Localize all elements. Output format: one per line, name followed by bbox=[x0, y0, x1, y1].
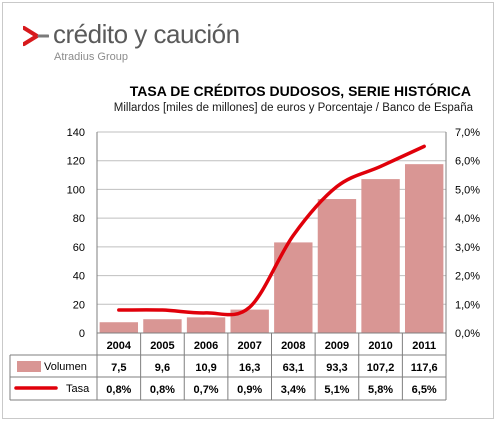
tasa-data-label: 5,1% bbox=[324, 384, 349, 396]
bar bbox=[186, 317, 226, 333]
volumen-data-label: 117,6 bbox=[411, 362, 438, 374]
volumen-data-label: 10,9 bbox=[195, 362, 216, 374]
bar bbox=[361, 179, 400, 333]
y-right-tick-label: 4,0% bbox=[455, 213, 480, 225]
y-right-tick-label: 5,0% bbox=[455, 184, 480, 196]
y-left-tick-label: 140 bbox=[67, 127, 85, 139]
legend-volumen-label: Volumen bbox=[44, 361, 87, 373]
y-left-tick-label: 60 bbox=[73, 242, 85, 254]
tasa-line bbox=[117, 144, 426, 317]
tasa-data-label: 3,4% bbox=[281, 384, 306, 396]
volumen-data-label: 63,1 bbox=[283, 362, 304, 374]
legend-tasa-label: Tasa bbox=[66, 383, 90, 395]
volumen-data-label: 16,3 bbox=[239, 362, 260, 374]
volumen-data-label: 7,5 bbox=[111, 362, 126, 374]
brand-name: crédito y caución bbox=[53, 19, 240, 49]
y-right-tick-label: 2,0% bbox=[455, 271, 480, 283]
bar bbox=[404, 164, 444, 333]
y-right-tick-label: 1,0% bbox=[455, 299, 480, 311]
y-left-tick-label: 80 bbox=[73, 213, 85, 225]
y-right-tick-label: 0,0% bbox=[455, 328, 480, 340]
bar bbox=[230, 309, 269, 333]
x-tick-label: 2011 bbox=[412, 340, 436, 352]
volumen-data-label: 93,3 bbox=[326, 362, 347, 374]
y-left-tick-label: 40 bbox=[73, 271, 85, 283]
tasa-data-label: 5,8% bbox=[368, 384, 393, 396]
volumen-data-label: 9,6 bbox=[155, 362, 170, 374]
y-left-tick-label: 120 bbox=[67, 156, 85, 168]
tasa-data-label: 6,5% bbox=[412, 384, 437, 396]
x-tick-label: 2008 bbox=[281, 340, 305, 352]
brand-arrow-icon bbox=[23, 26, 49, 46]
bar bbox=[317, 199, 357, 333]
chart-subtitle: Millardos [miles de millones] de euros y… bbox=[113, 102, 473, 114]
tasa-data-label: 0,8% bbox=[106, 384, 131, 396]
y-left-tick-label: 100 bbox=[67, 184, 85, 196]
tasa-data-label: 0,9% bbox=[237, 384, 262, 396]
x-tick-label: 2010 bbox=[368, 340, 392, 352]
x-tick-label: 2004 bbox=[107, 340, 132, 352]
tasa-data-label: 0,8% bbox=[150, 384, 175, 396]
x-tick-label: 2009 bbox=[325, 340, 349, 352]
legend-volumen-swatch bbox=[17, 361, 41, 372]
volumen-data-label: 107,2 bbox=[367, 362, 395, 374]
y-left-tick-label: 20 bbox=[73, 299, 85, 311]
y-left-tick-label: 0 bbox=[79, 328, 85, 340]
y-right-tick-label: 7,0% bbox=[455, 127, 480, 139]
y-right-tick-label: 3,0% bbox=[455, 242, 480, 254]
bar bbox=[143, 319, 182, 333]
tasa-data-label: 0,7% bbox=[194, 384, 219, 396]
y-right-tick-label: 6,0% bbox=[455, 156, 480, 168]
x-tick-label: 2007 bbox=[237, 340, 261, 352]
bar bbox=[99, 322, 139, 333]
x-tick-label: 2006 bbox=[194, 340, 218, 352]
x-tick-label: 2005 bbox=[150, 340, 174, 352]
brand-subtitle: Atradius Group bbox=[54, 51, 128, 63]
chart-title: TASA DE CRÉDITOS DUDOSOS, SERIE HISTÓRIC… bbox=[129, 83, 471, 99]
